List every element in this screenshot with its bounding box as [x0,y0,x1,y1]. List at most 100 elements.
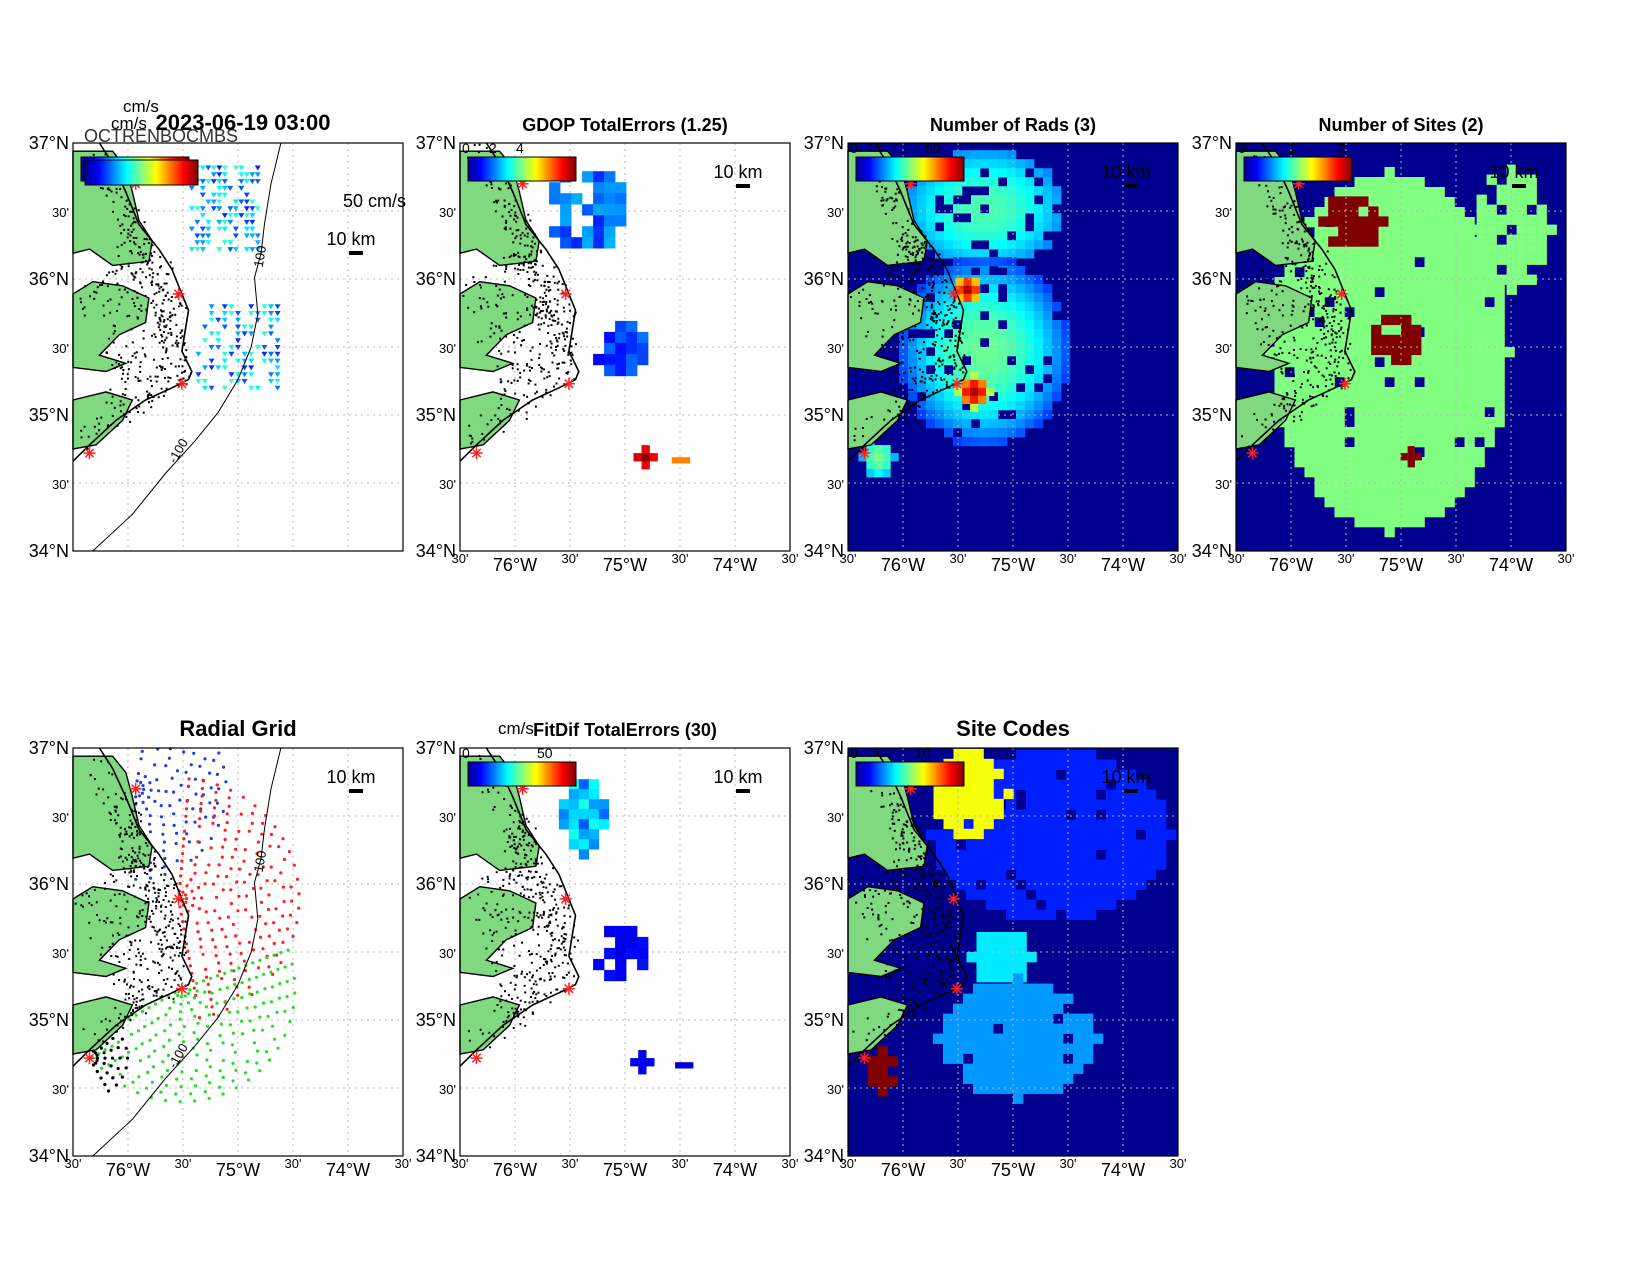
coastline [459,747,580,1067]
coastline [72,747,193,1067]
current-vector [243,233,250,239]
current-vector [235,372,241,378]
lat-label: 34°N [416,1146,456,1166]
current-vector [221,317,228,323]
current-vector [254,172,261,178]
lon-label: 30' [1338,551,1355,566]
coastline [459,142,580,462]
current-vector [227,185,234,191]
site-marker [559,892,572,905]
current-vector [202,379,208,384]
current-vector [268,304,274,310]
fitdif-colorbar: cm/s 0 50 [462,719,577,787]
scale-bar-label: 10 km [326,229,375,249]
land-area [72,280,150,373]
current-vector [199,233,206,239]
axes-frame [72,142,404,552]
current-vector [274,304,281,310]
sitecodes-axes: 37°N30'36°N30'35°N30'34°N30' 76°W 30' 75°W 3… [804,738,1187,1180]
lat-label: 30' [1215,205,1232,220]
coastline [1235,142,1356,462]
current-vector [216,219,223,225]
panel-title: Radial Grid [179,716,296,741]
lat-label: 37°N [29,738,69,758]
current-vector [274,317,281,323]
current-vector [202,324,208,330]
lon-label: 75°W [991,1160,1035,1180]
current-vector [235,338,241,344]
lat-label: 36°N [1192,269,1232,289]
current-vector [243,172,250,178]
current-vector [232,233,239,239]
current-vector [208,385,215,391]
current-vector [268,358,274,364]
lat-label: 30' [52,810,69,825]
current-vector [249,172,256,178]
current-vector [205,199,212,205]
vector-scale-label: 50 cm/s [343,191,406,211]
radial-grid-points [82,948,297,1104]
site-marker [1335,287,1348,300]
lat-label: 34°N [416,541,456,561]
current-vector [208,317,215,323]
site-marker [559,287,572,300]
current-vector [210,192,217,198]
isobath-line [92,747,282,1157]
coastline [847,142,968,462]
axes-frame [72,747,404,1157]
current-vector [216,199,223,205]
current-vector [254,179,261,185]
lat-label: 30' [439,810,456,825]
gdop-axes: 37°N30'36°N30'35°N30'34°N30' 76°W 30' 75°W 3… [416,133,799,575]
site-marker [470,1052,483,1065]
axes-frame [847,142,1179,552]
current-vector [241,351,248,357]
colorbar-tick: 0 [462,745,470,761]
colorbar-strip [467,761,577,787]
panel-gdop: 37°N30'36°N30'35°N30'34°N30' 76°W 30' 75°W 3… [416,115,799,575]
current-vector [216,226,223,232]
current-vector [261,351,268,357]
current-vector [274,311,281,316]
lat-label: 30' [52,205,69,220]
site-marker [175,982,188,995]
lon-label: 76°W [493,555,537,575]
current-vector [261,358,268,364]
land-area [459,280,537,373]
lon-label: 30' [1170,1156,1187,1171]
current-vector [210,206,217,212]
current-vector [268,379,274,384]
current-vector [268,311,274,316]
current-vector [248,324,255,330]
radgrid-axes: 37°N30'36°N30'35°N30'34°N30' 76°W 30' 75°W 3… [29,738,412,1180]
colorbar-unit: cm/s [123,97,159,116]
lon-label: 30' [840,1156,857,1171]
fitdif-data [558,779,694,1075]
current-vector [235,324,241,330]
axes-frame [1235,142,1567,552]
lat-label: 34°N [804,541,844,561]
colorbar-strip [855,156,965,182]
lat-label: 30' [827,205,844,220]
scale-bar-label: 10 km [326,767,375,787]
sites-colorbar: 0 1 2 [1238,140,1353,182]
lat-label: 30' [827,341,844,356]
lon-label: 75°W [1379,555,1423,575]
coastal-dots [849,143,966,442]
current-vector [216,179,223,185]
lon-label: 75°W [603,555,647,575]
colorbar-tick: 50 [537,745,553,761]
current-vector [221,365,228,371]
radial-grid-points [177,777,301,1020]
current-vector [216,172,223,178]
current-vector [238,199,245,205]
current-vector [254,240,261,246]
colorbar-tick: 0 [850,745,858,761]
current-vector [241,379,248,384]
lat-label: 30' [439,477,456,492]
lat-label: 35°N [1192,405,1232,425]
land-area [847,280,925,373]
lat-label: 34°N [804,1146,844,1166]
current-vector [254,317,261,323]
current-vector [249,213,256,219]
